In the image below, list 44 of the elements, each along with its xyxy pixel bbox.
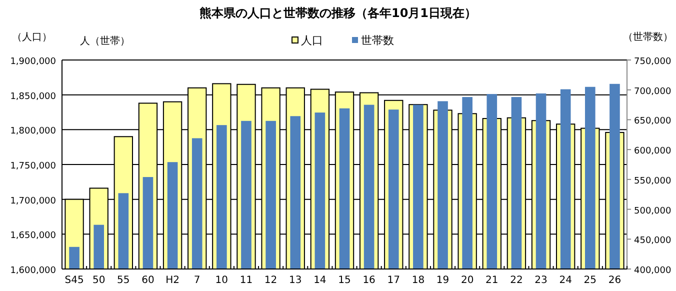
y2-tick-label: 750,000	[634, 57, 672, 67]
x-tick-label: 15	[338, 275, 351, 286]
y-tick-label: 1,600,000	[10, 266, 56, 276]
y-tick-label: 1,850,000	[10, 92, 56, 102]
x-tick-label: 50	[92, 275, 106, 286]
y2-tick-label: 400,000	[634, 266, 672, 276]
x-tick-label: 12	[264, 275, 278, 286]
y-tick-label: 1,700,000	[10, 196, 56, 206]
y2-tick-label: 500,000	[634, 206, 672, 216]
x-tick-label: 22	[510, 275, 523, 286]
y2-tick-label: 550,000	[634, 176, 672, 186]
legend-label: 世帯数	[361, 34, 394, 47]
y-tick-label: 1,900,000	[10, 57, 56, 67]
title: 熊本県の人口と世帯数の推移（各年10月1日現在）	[199, 6, 477, 20]
y-tick-label: 1,650,000	[10, 231, 56, 242]
x-tick-label: 25	[584, 275, 597, 286]
x-tick-label: 21	[486, 275, 498, 286]
x-tick-label: 13	[289, 275, 302, 286]
y2-tick-label: 600,000	[634, 146, 672, 157]
x-tick-label: 17	[387, 275, 400, 286]
ylabel: （人口）	[12, 32, 52, 43]
y2-tick-label: 650,000	[634, 116, 672, 127]
x-tick-label: 7	[194, 275, 200, 286]
annotation: 人（世帯）	[80, 36, 130, 47]
x-tick-label: S45	[64, 275, 84, 286]
x-tick-label: 10	[215, 275, 228, 286]
x-tick-label: 55	[117, 275, 130, 286]
x-tick-label: 24	[559, 275, 572, 286]
x-tick-label: H2	[166, 275, 180, 286]
y-tick-label: 1,750,000	[10, 162, 56, 172]
y2label: （世帯数）	[623, 32, 673, 43]
x-tick-label: 11	[240, 275, 253, 286]
y-tick-label: 1,800,000	[10, 126, 56, 137]
x-tick-label: 20	[460, 275, 474, 286]
x-tick-label: 18	[412, 275, 425, 286]
x-tick-label: 14	[314, 275, 326, 286]
x-tick-label: 23	[534, 275, 548, 286]
x-tick-label: 26	[608, 275, 622, 286]
legend-label: 人口	[301, 34, 323, 47]
x-tick-label: 19	[436, 275, 450, 286]
x-tick-label: 16	[362, 275, 376, 286]
y2-tick-label: 450,000	[634, 236, 672, 246]
x-tick-label: 60	[142, 275, 154, 286]
y2-tick-label: 700,000	[634, 86, 672, 97]
